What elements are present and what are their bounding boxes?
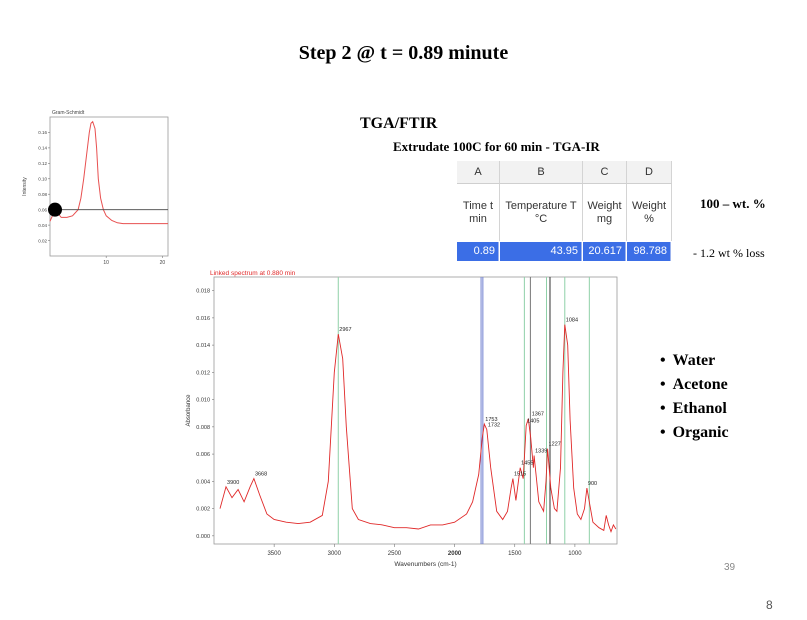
column-header-temperature: Temperature T °C	[500, 184, 583, 241]
ir-peak-label: 1515	[514, 472, 526, 478]
ir-peak-label: 1405	[527, 418, 539, 424]
list-item: Water	[660, 349, 729, 373]
loss-note: - 1.2 wt % loss	[693, 246, 765, 260]
ir-spectrum-chart: Linked spectrum at 0.880 min Absorbance Wa…	[182, 267, 619, 571]
ir-series-line	[219, 324, 617, 534]
ir-x-tick-label: 3000	[328, 551, 342, 557]
column-letter-d: D	[627, 161, 672, 184]
gs-time-marker	[48, 202, 63, 217]
gs-y-tick-label: 0.10	[38, 176, 47, 181]
ir-y-tick-label: 0.004	[196, 479, 210, 485]
ir-peak-label: 1227	[549, 442, 561, 448]
gs-y-tick-label: 0.04	[38, 223, 47, 228]
column-letter-a: A	[457, 161, 500, 184]
gs-y-tick-label: 0.08	[38, 192, 47, 197]
gs-y-tick-label: 0.06	[38, 207, 47, 212]
ir-x-tick-label: 2000	[448, 551, 462, 557]
ir-peak-label: 900	[588, 481, 597, 487]
ir-y-tick-label: 0.012	[196, 370, 210, 376]
gs-x-tick-label: 20	[160, 260, 166, 266]
tga-title: TGA/FTIR	[360, 115, 438, 132]
slide-number: 8	[766, 598, 773, 612]
gram-schmidt-chart: Gram-Schmidt Intensity 0.16 0.14 0.12 0.10 0.0…	[20, 105, 170, 269]
column-letter-b: B	[500, 161, 583, 184]
ir-x-tick-label: 3500	[267, 551, 281, 557]
gs-y-label: Intensity	[22, 177, 28, 196]
ir-y-tick-label: 0.006	[196, 452, 210, 458]
ir-y-tick-label: 0.000	[196, 534, 210, 540]
slide-title: Step 2 @ t = 0.89 minute	[298, 42, 509, 64]
gs-plot-frame	[49, 116, 169, 257]
ir-spectrum-svg: Linked spectrum at 0.880 min Absorbance Wa…	[186, 270, 618, 568]
ir-peak-label: 1732	[488, 423, 500, 429]
gs-title: Gram-Schmidt	[52, 110, 85, 116]
ir-y-tick-label: 0.014	[196, 343, 210, 349]
ir-peak-label: 1455	[521, 461, 533, 467]
gs-x-tick-label: 10	[103, 260, 109, 266]
gs-series-line	[49, 120, 168, 225]
inner-page-number: 39	[724, 562, 736, 573]
list-item: Organic	[660, 421, 729, 445]
ir-x-tick-label: 1000	[568, 551, 582, 557]
column-letter-c: C	[583, 161, 627, 184]
ir-peak-label: 1084	[566, 318, 578, 324]
column-header-weight-mg: Weight mg	[583, 184, 627, 241]
cell-weight-percent[interactable]: 98.788	[627, 242, 671, 261]
gs-y-tick-label: 0.02	[38, 238, 47, 243]
gs-y-tick-label: 0.14	[38, 146, 47, 151]
compound-list: Water Acetone Ethanol Organic	[660, 349, 729, 445]
gs-y-tick-label: 0.12	[38, 161, 47, 166]
ir-title: Linked spectrum at 0.880 min	[210, 270, 296, 277]
list-item: Ethanol	[660, 397, 729, 421]
ir-y-tick-label: 0.002	[196, 507, 210, 513]
ir-x-tick-label: 1500	[508, 551, 522, 557]
ir-peak-label: 1339	[535, 448, 547, 454]
column-header-weight-percent: Weight %	[627, 184, 672, 241]
ir-x-label: Wavenumbers (cm-1)	[394, 561, 456, 568]
ir-y-tick-label: 0.008	[196, 425, 210, 431]
tga-subtitle: Extrudate 100C for 60 min - TGA-IR	[393, 139, 600, 154]
ir-y-tick-label: 0.018	[196, 289, 210, 295]
list-item: Acetone	[660, 373, 729, 397]
cell-temperature[interactable]: 43.95	[500, 242, 582, 261]
ir-peak-label: 1367	[532, 412, 544, 418]
ir-x-tick-label: 2500	[388, 551, 402, 557]
cell-weight-mg[interactable]: 20.617	[583, 242, 626, 261]
ir-y-label: Absorbance	[186, 394, 192, 427]
ir-peak-label: 3900	[227, 480, 239, 486]
column-header-time: Time t min	[457, 184, 500, 241]
cell-time[interactable]: 0.89	[457, 242, 499, 261]
ir-peak-label: 2967	[339, 327, 351, 333]
ir-peak-label: 1753	[485, 417, 497, 423]
tga-data-table: A B C D Time t min Temperature T °C Weig…	[457, 161, 672, 263]
ir-y-tick-label: 0.016	[196, 316, 210, 322]
ir-peak-label: 3668	[255, 472, 267, 478]
right-label: 100 – wt. %	[700, 196, 766, 211]
ir-y-tick-label: 0.010	[196, 398, 210, 404]
gs-y-tick-label: 0.16	[38, 130, 47, 135]
gram-schmidt-svg: Gram-Schmidt Intensity 0.16 0.14 0.12 0.10 0.0…	[22, 110, 169, 266]
ir-plot-frame	[213, 276, 618, 545]
